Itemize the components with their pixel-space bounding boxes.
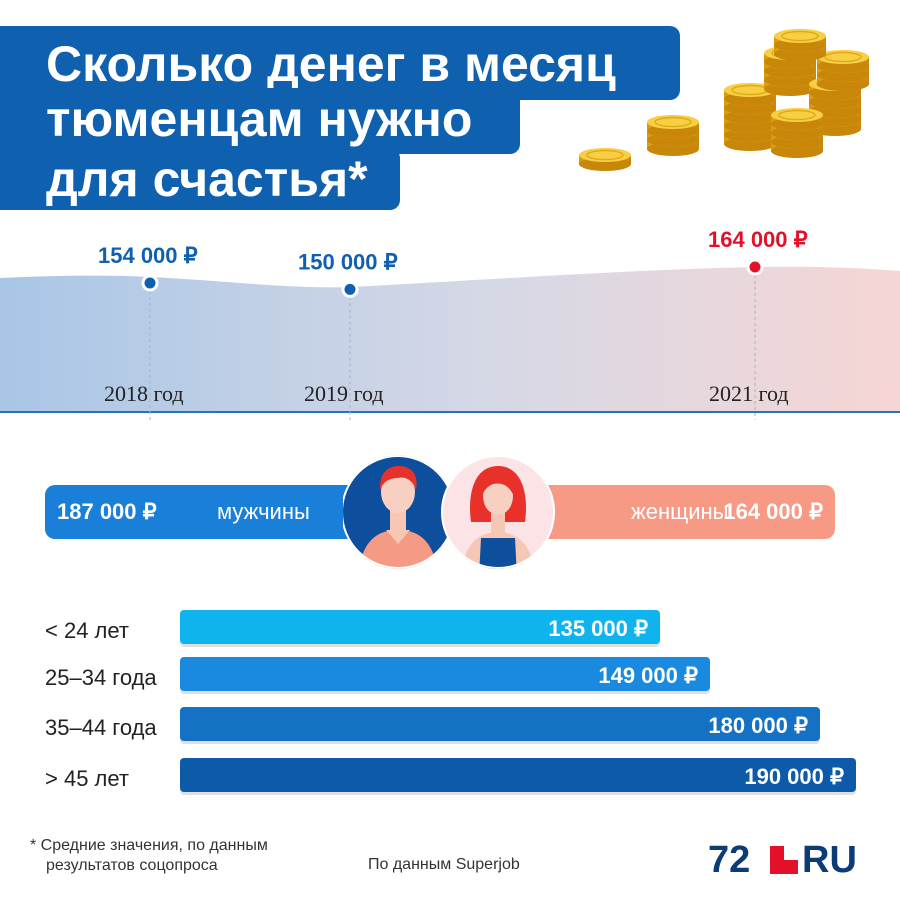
avatars-illustration — [343, 455, 555, 569]
age-label: > 45 лет — [45, 766, 129, 791]
woman-avatar — [441, 455, 555, 569]
age-row: 35–44 года 180 000 ₽ — [0, 707, 900, 747]
timeline-point — [141, 274, 159, 292]
age-label: 35–44 года — [45, 715, 157, 740]
title-line-2: тюменцам нужно — [0, 88, 520, 154]
age-bar: 149 000 ₽ — [180, 657, 710, 691]
coins-illustration — [579, 29, 869, 171]
footnote: * Средние значения, по данным результато… — [30, 836, 268, 876]
logo-square-icon — [770, 846, 798, 874]
women-value: 164 000 ₽ — [723, 499, 823, 524]
age-bar-chart: < 24 лет 135 000 ₽ 25–34 года 149 000 ₽ … — [0, 600, 900, 800]
women-label: женщины — [631, 499, 729, 524]
timeline-value-label: 154 000 ₽ — [98, 243, 198, 268]
year-timeline-chart: 154 000 ₽ 2018 год 150 000 ₽ 2019 год 164 00… — [0, 227, 900, 420]
age-value: 190 000 ₽ — [744, 764, 844, 789]
women-bar: женщины 164 000 ₽ — [515, 485, 835, 539]
age-row: 25–34 года 149 000 ₽ — [0, 657, 900, 697]
timeline-value-label: 150 000 ₽ — [298, 249, 398, 274]
brand-logo: 72 RU — [708, 840, 858, 880]
timeline-value-label: 164 000 ₽ — [708, 227, 808, 252]
footnote-line-1: * Средние значения, по данным — [30, 837, 268, 854]
logo-text: RU — [802, 839, 857, 881]
timeline-year-label: 2019 год — [304, 381, 384, 406]
age-row: < 24 лет 135 000 ₽ — [0, 610, 900, 650]
source-text: По данным Superjob — [368, 856, 520, 873]
title-line-1: Сколько денег в месяц — [0, 26, 680, 100]
timeline-point — [746, 258, 764, 276]
timeline-year-label: 2021 год — [709, 381, 789, 406]
age-bar: 190 000 ₽ — [180, 758, 856, 792]
logo-number: 72 — [708, 839, 751, 881]
age-bar: 180 000 ₽ — [180, 707, 820, 741]
footnote-line-2: результатов соцопроса — [46, 857, 218, 874]
age-bar: 135 000 ₽ — [180, 610, 660, 644]
age-row: > 45 лет 190 000 ₽ — [0, 758, 900, 798]
timeline-point — [341, 280, 359, 298]
men-bar: 187 000 ₽ мужчины — [45, 485, 385, 539]
gender-comparison: 187 000 ₽ мужчины женщины 164 000 ₽ — [45, 485, 835, 539]
age-label: 25–34 года — [45, 665, 157, 690]
title-block: Сколько денег в месяц тюменцам нужно для… — [0, 22, 700, 212]
age-value: 149 000 ₽ — [598, 663, 698, 688]
men-label: мужчины — [217, 499, 310, 524]
men-value: 187 000 ₽ — [57, 499, 157, 524]
age-label: < 24 лет — [45, 618, 129, 643]
age-value: 180 000 ₽ — [708, 713, 808, 738]
timeline-year-label: 2018 год — [104, 381, 184, 406]
timeline-area — [0, 266, 900, 412]
title-line-3: для счастья* — [0, 148, 400, 210]
age-value: 135 000 ₽ — [548, 616, 648, 641]
